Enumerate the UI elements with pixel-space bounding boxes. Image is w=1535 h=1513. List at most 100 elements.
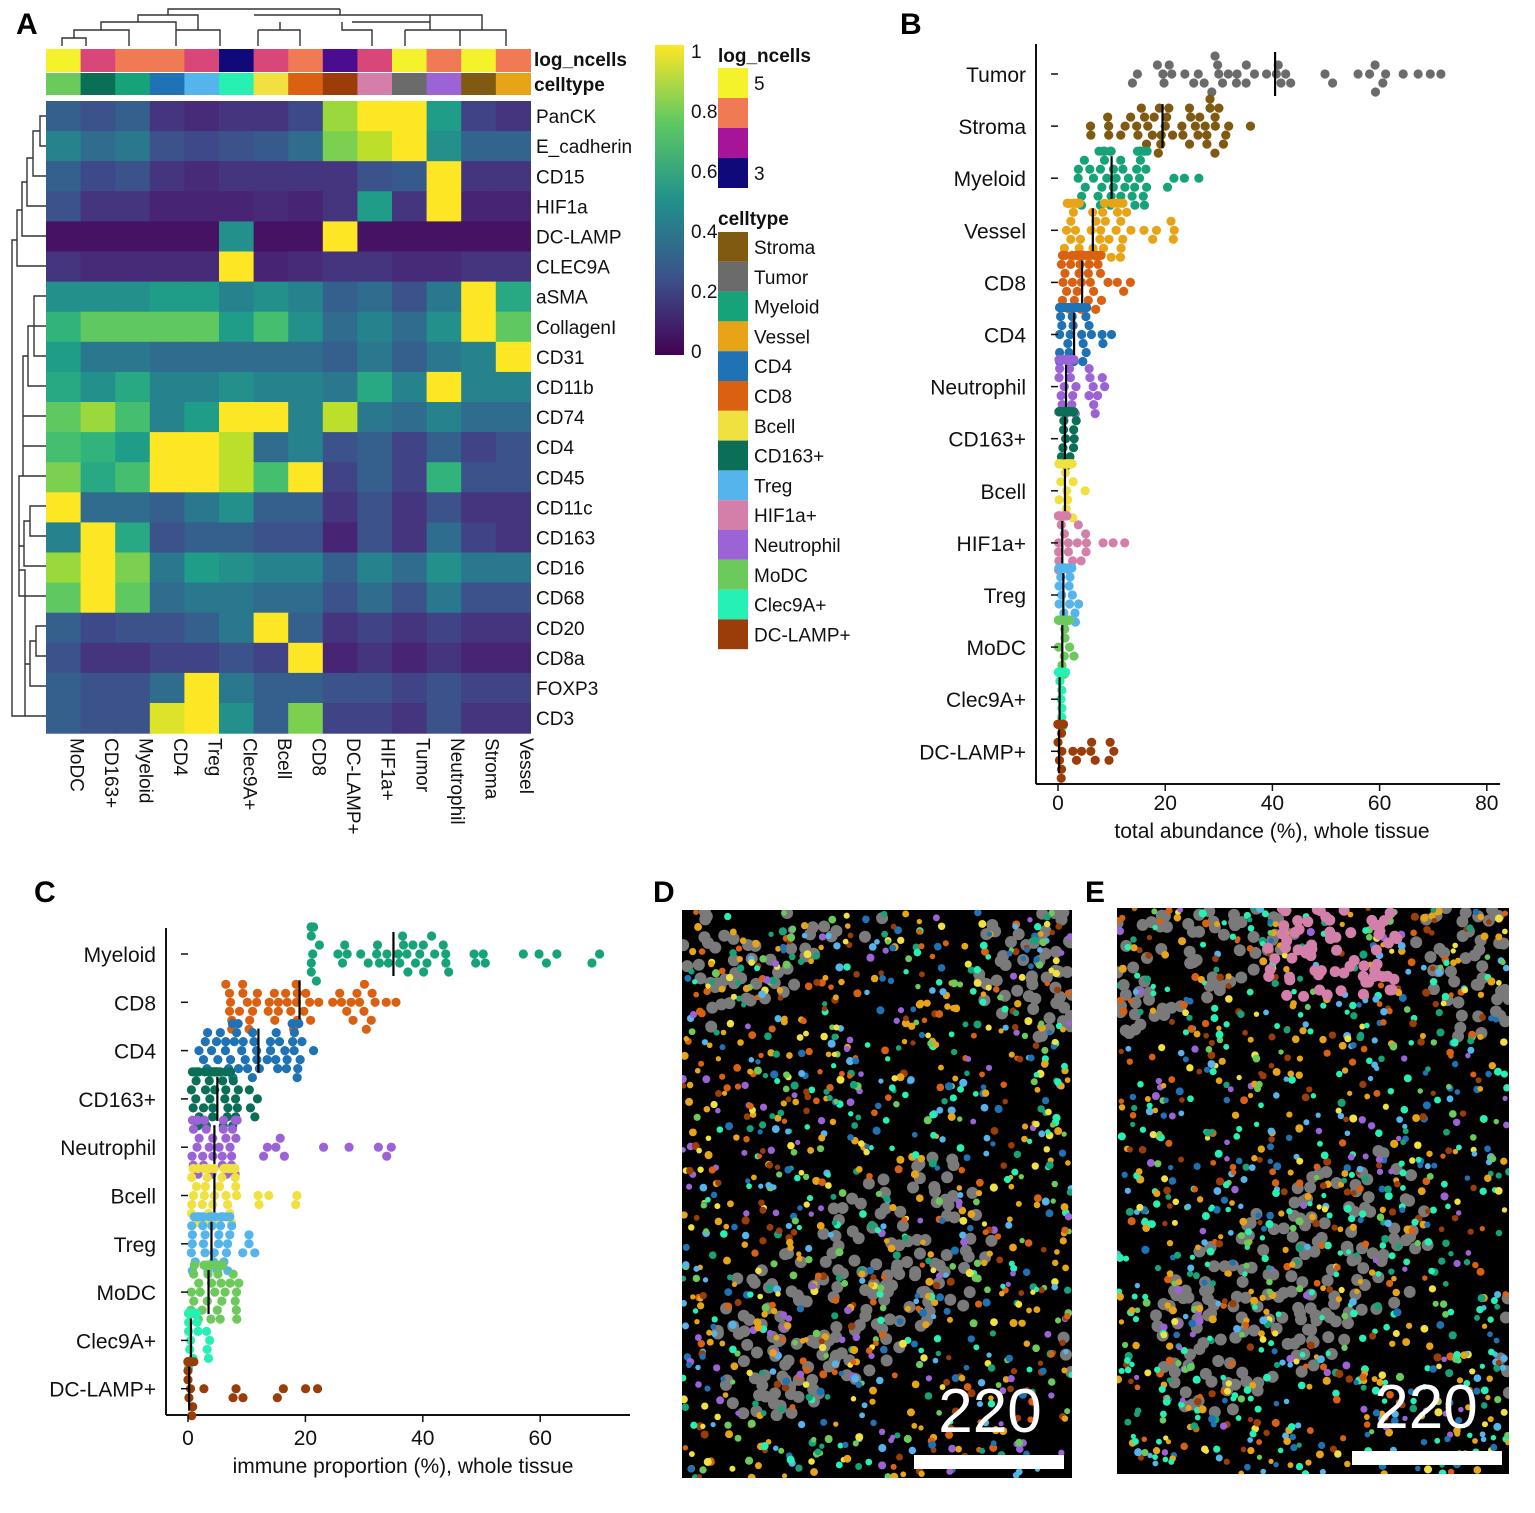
immune-cell [959,1216,968,1225]
immune-cell [850,1396,857,1402]
immune-cell [774,1015,782,1023]
data-point [1125,277,1135,287]
heatmap-cell [80,703,116,734]
immune-cell [1134,1307,1141,1314]
immune-cell [795,1464,803,1472]
immune-cell [1285,1134,1293,1142]
immune-cell [981,1221,988,1227]
immune-cell [925,1375,933,1382]
immune-cell [1424,1465,1433,1474]
immune-cell [1294,1259,1301,1266]
immune-cell [724,1302,733,1310]
immune-cell [1495,1359,1502,1366]
immune-cell [1435,1397,1442,1404]
data-point [1067,277,1078,287]
hif1a-cell [1284,974,1296,986]
immune-cell [943,1272,949,1278]
immune-cell [1386,1007,1393,1015]
immune-cell [686,1166,694,1175]
data-point [217,1172,227,1183]
heatmap-cell [357,161,393,192]
data-point [408,940,418,950]
immune-cell [1295,1217,1304,1226]
tumor-cell [996,950,1009,963]
category-label: CD4 [984,325,1026,348]
immune-cell [832,1296,840,1304]
immune-cell [830,1193,837,1200]
heatmap-column-label: Bcell [273,738,294,779]
immune-cell [694,1067,701,1074]
immune-cell [1253,1418,1262,1427]
immune-cell [1320,1002,1327,1009]
immune-cell [1225,1380,1232,1387]
immune-cell [1380,1008,1388,1016]
immune-cell [868,943,877,951]
celltype-cell [495,73,531,95]
data-point [1179,173,1189,183]
data-point [1271,69,1281,79]
heatmap-cell [322,161,358,192]
immune-cell [1371,1386,1380,1395]
x-tick-label: 60 [1368,792,1391,815]
immune-cell [1296,1055,1303,1062]
immune-cell [1000,1081,1007,1088]
immune-cell [852,1057,860,1065]
data-point [1067,250,1077,260]
heatmap-cell [288,191,324,222]
immune-cell [1160,1082,1167,1089]
heatmap-cell [392,221,428,253]
immune-cell [843,963,851,971]
immune-cell [695,1364,701,1371]
data-point [1168,234,1178,244]
immune-cell [1317,1140,1323,1147]
immune-cell [1174,1285,1183,1294]
immune-cell [804,1124,811,1130]
immune-cell [806,1195,814,1202]
immune-cell [725,1430,734,1439]
heatmap-cell [80,432,116,463]
immune-cell [1231,1185,1239,1194]
hif1a-cell [1309,965,1321,977]
immune-cell [946,1316,953,1323]
immune-cell [1348,1171,1355,1179]
data-point [391,997,401,1007]
celltype-legend-swatch [718,351,748,381]
immune-cell [911,1380,920,1389]
heatmap-cell [357,221,393,253]
immune-cell [683,1036,689,1042]
immune-cell [1192,1272,1200,1280]
immune-cell [1467,1046,1475,1054]
data-point [222,1239,233,1249]
data-point [273,1064,283,1074]
immune-cell [1266,1211,1274,1220]
immune-cell [896,1453,903,1461]
immune-cell [1296,1285,1304,1293]
heatmap-cell [46,161,82,192]
immune-cell [1318,1441,1326,1450]
immune-cell [1411,1218,1419,1226]
immune-cell [1168,1458,1175,1465]
data-point [183,1375,193,1385]
heatmap-cell [149,703,185,734]
data-point [1066,216,1076,226]
immune-cell [1134,1282,1141,1289]
heatmap-cell [46,101,82,132]
data-point [1116,216,1126,226]
immune-cell [1446,1083,1452,1090]
colorbar-tick-label: 0.8 [691,102,717,123]
immune-cell [700,1430,709,1439]
data-point [381,997,391,1007]
heatmap-cell [184,191,220,222]
immune-cell [1244,1463,1251,1471]
heatmap-cell [461,251,497,283]
data-point [363,958,373,968]
data-point [1069,295,1079,305]
tumor-cell [1473,943,1486,956]
data-point [1053,547,1064,557]
heatmap-cell [426,552,462,584]
immune-cell [801,932,808,939]
immune-cell [1210,1421,1217,1428]
immune-cell [1229,1259,1236,1266]
tumor-cell [1257,1244,1270,1257]
heatmap-row-label: HIF1a [536,197,588,218]
